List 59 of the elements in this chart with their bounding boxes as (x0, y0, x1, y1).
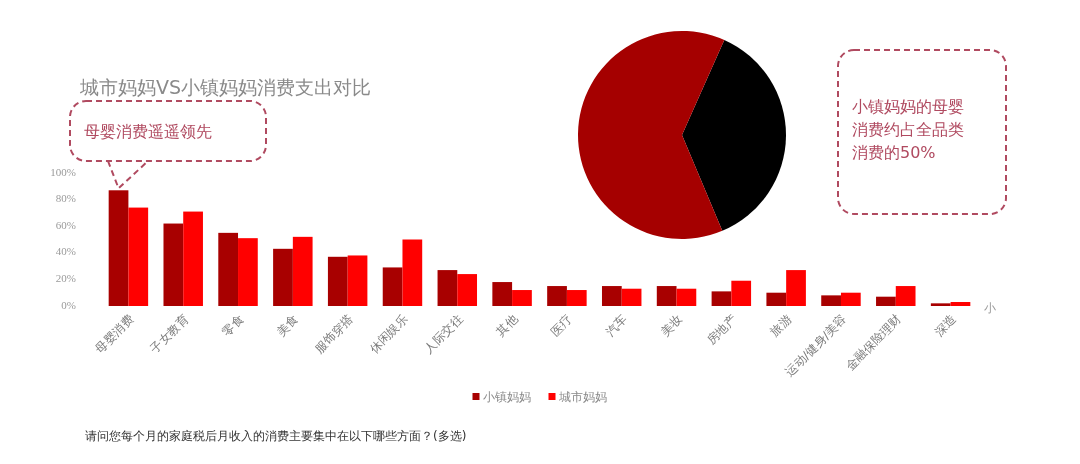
x-tick-label: 母婴消费 (92, 312, 137, 357)
bar (382, 267, 403, 306)
x-tick-label: 人际交往 (421, 312, 466, 357)
bar (786, 270, 806, 306)
x-tick-label: 零食 (219, 312, 247, 340)
y-tick-label: 100% (50, 165, 76, 178)
bar (183, 211, 203, 306)
bar (108, 190, 129, 306)
bar (656, 286, 677, 306)
bar (621, 288, 642, 306)
bar (930, 303, 951, 306)
bar (566, 290, 587, 306)
bar (163, 223, 184, 306)
bar (512, 290, 532, 306)
annotation: 小镇妈妈的母婴消费约占全品类消费的50% (837, 49, 1007, 215)
legend-label: 城市妈妈 (557, 389, 607, 404)
bar (437, 270, 458, 306)
text: 请问您每个月的家庭税后月收入的消费主要集中在以下哪些方面？(多选) (85, 429, 467, 443)
bar (601, 286, 622, 306)
x-tick-label: 汽车 (602, 312, 630, 340)
bar (492, 282, 513, 306)
text: 小 (984, 301, 996, 315)
x-tick-label: 深造 (931, 312, 959, 340)
y-tick-label: 0% (61, 298, 76, 311)
bar (731, 280, 752, 306)
x-tick-label: 其他 (493, 312, 521, 340)
bar (547, 286, 567, 306)
bar (950, 302, 971, 306)
x-tick-label: 休闲娱乐 (366, 312, 411, 357)
bar (895, 286, 916, 306)
y-tick-label: 20% (55, 271, 76, 284)
chart-title: 城市妈妈VS小镇妈妈消费支出对比 (79, 76, 372, 98)
bar (457, 274, 478, 306)
bar (876, 296, 896, 306)
bar (327, 256, 348, 306)
x-tick-label: 服饰穿搭 (311, 312, 356, 357)
annotation: 母婴消费遥遥领先 (84, 122, 212, 141)
bar (821, 295, 841, 306)
bar (238, 238, 258, 306)
bar (292, 236, 313, 306)
y-tick-label: 60% (55, 218, 76, 231)
y-tick-label: 40% (55, 245, 76, 258)
bar (402, 239, 423, 306)
bar (218, 232, 239, 306)
legend-label: 小镇妈妈 (482, 389, 531, 404)
x-tick-label: 旅游 (767, 312, 795, 340)
bar (711, 291, 732, 306)
x-tick-label: 美食 (274, 312, 301, 340)
x-tick-label: 子女教育 (147, 312, 192, 357)
bar (128, 207, 149, 306)
bar (347, 255, 368, 306)
bar (273, 248, 293, 306)
bar (676, 288, 697, 306)
y-tick-label: 80% (55, 192, 76, 205)
x-tick-label: 房地产 (704, 312, 740, 348)
bar (840, 292, 861, 306)
x-tick-label: 医疗 (548, 312, 576, 340)
bar (766, 292, 787, 306)
x-tick-label: 美妆 (657, 312, 685, 340)
